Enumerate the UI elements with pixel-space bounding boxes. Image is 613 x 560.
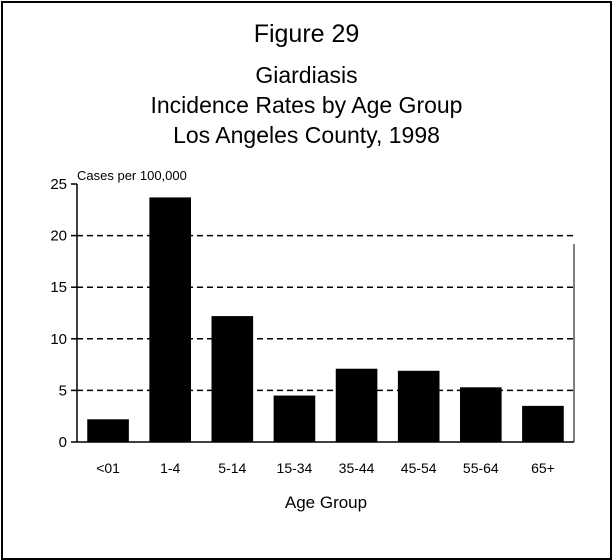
y-tick-label: 15 [50,279,67,296]
x-tick-labels: <01 1-4 5-14 15-34 35-44 45-54 55-64 65+ [96,460,555,476]
y-axis-label: Cases per 100,000 [77,168,187,183]
bars [87,197,564,442]
bar [335,368,378,442]
y-tick-labels: 0 5 10 15 20 25 [50,176,67,451]
y-tick-label: 0 [59,434,67,451]
bar [522,405,564,442]
y-tick-label: 25 [50,176,67,193]
bar [460,387,502,442]
bar [397,370,440,442]
bar-chart: Cases per 100,000 Age Group 0 5 10 15 20 25 <… [50,168,575,512]
y-tick-label: 20 [50,228,67,245]
chart-title-line-3: Los Angeles County, 1998 [173,122,440,148]
x-tick-label: 65+ [531,460,555,476]
x-tick-label: <01 [96,460,120,476]
x-tick-label: 15-34 [277,460,313,476]
chart-title-line-2: Incidence Rates by Age Group [150,92,463,118]
bar [149,197,191,442]
figure-label: Figure 29 [253,20,360,48]
x-tick-label: 45-54 [401,460,437,476]
bar [273,395,316,442]
x-tick-label: 5-14 [218,460,246,476]
bar [211,316,254,442]
x-axis-label: Age Group [285,493,367,512]
x-tick-label: 55-64 [463,460,499,476]
axes [71,183,575,443]
x-tick-label: 1-4 [160,460,180,476]
y-tick-label: 5 [59,382,67,399]
chart-title-line-1: Giardiasis [255,62,358,88]
x-tick-label: 35-44 [339,460,375,476]
bar [87,419,129,442]
y-tick-label: 10 [50,331,67,348]
